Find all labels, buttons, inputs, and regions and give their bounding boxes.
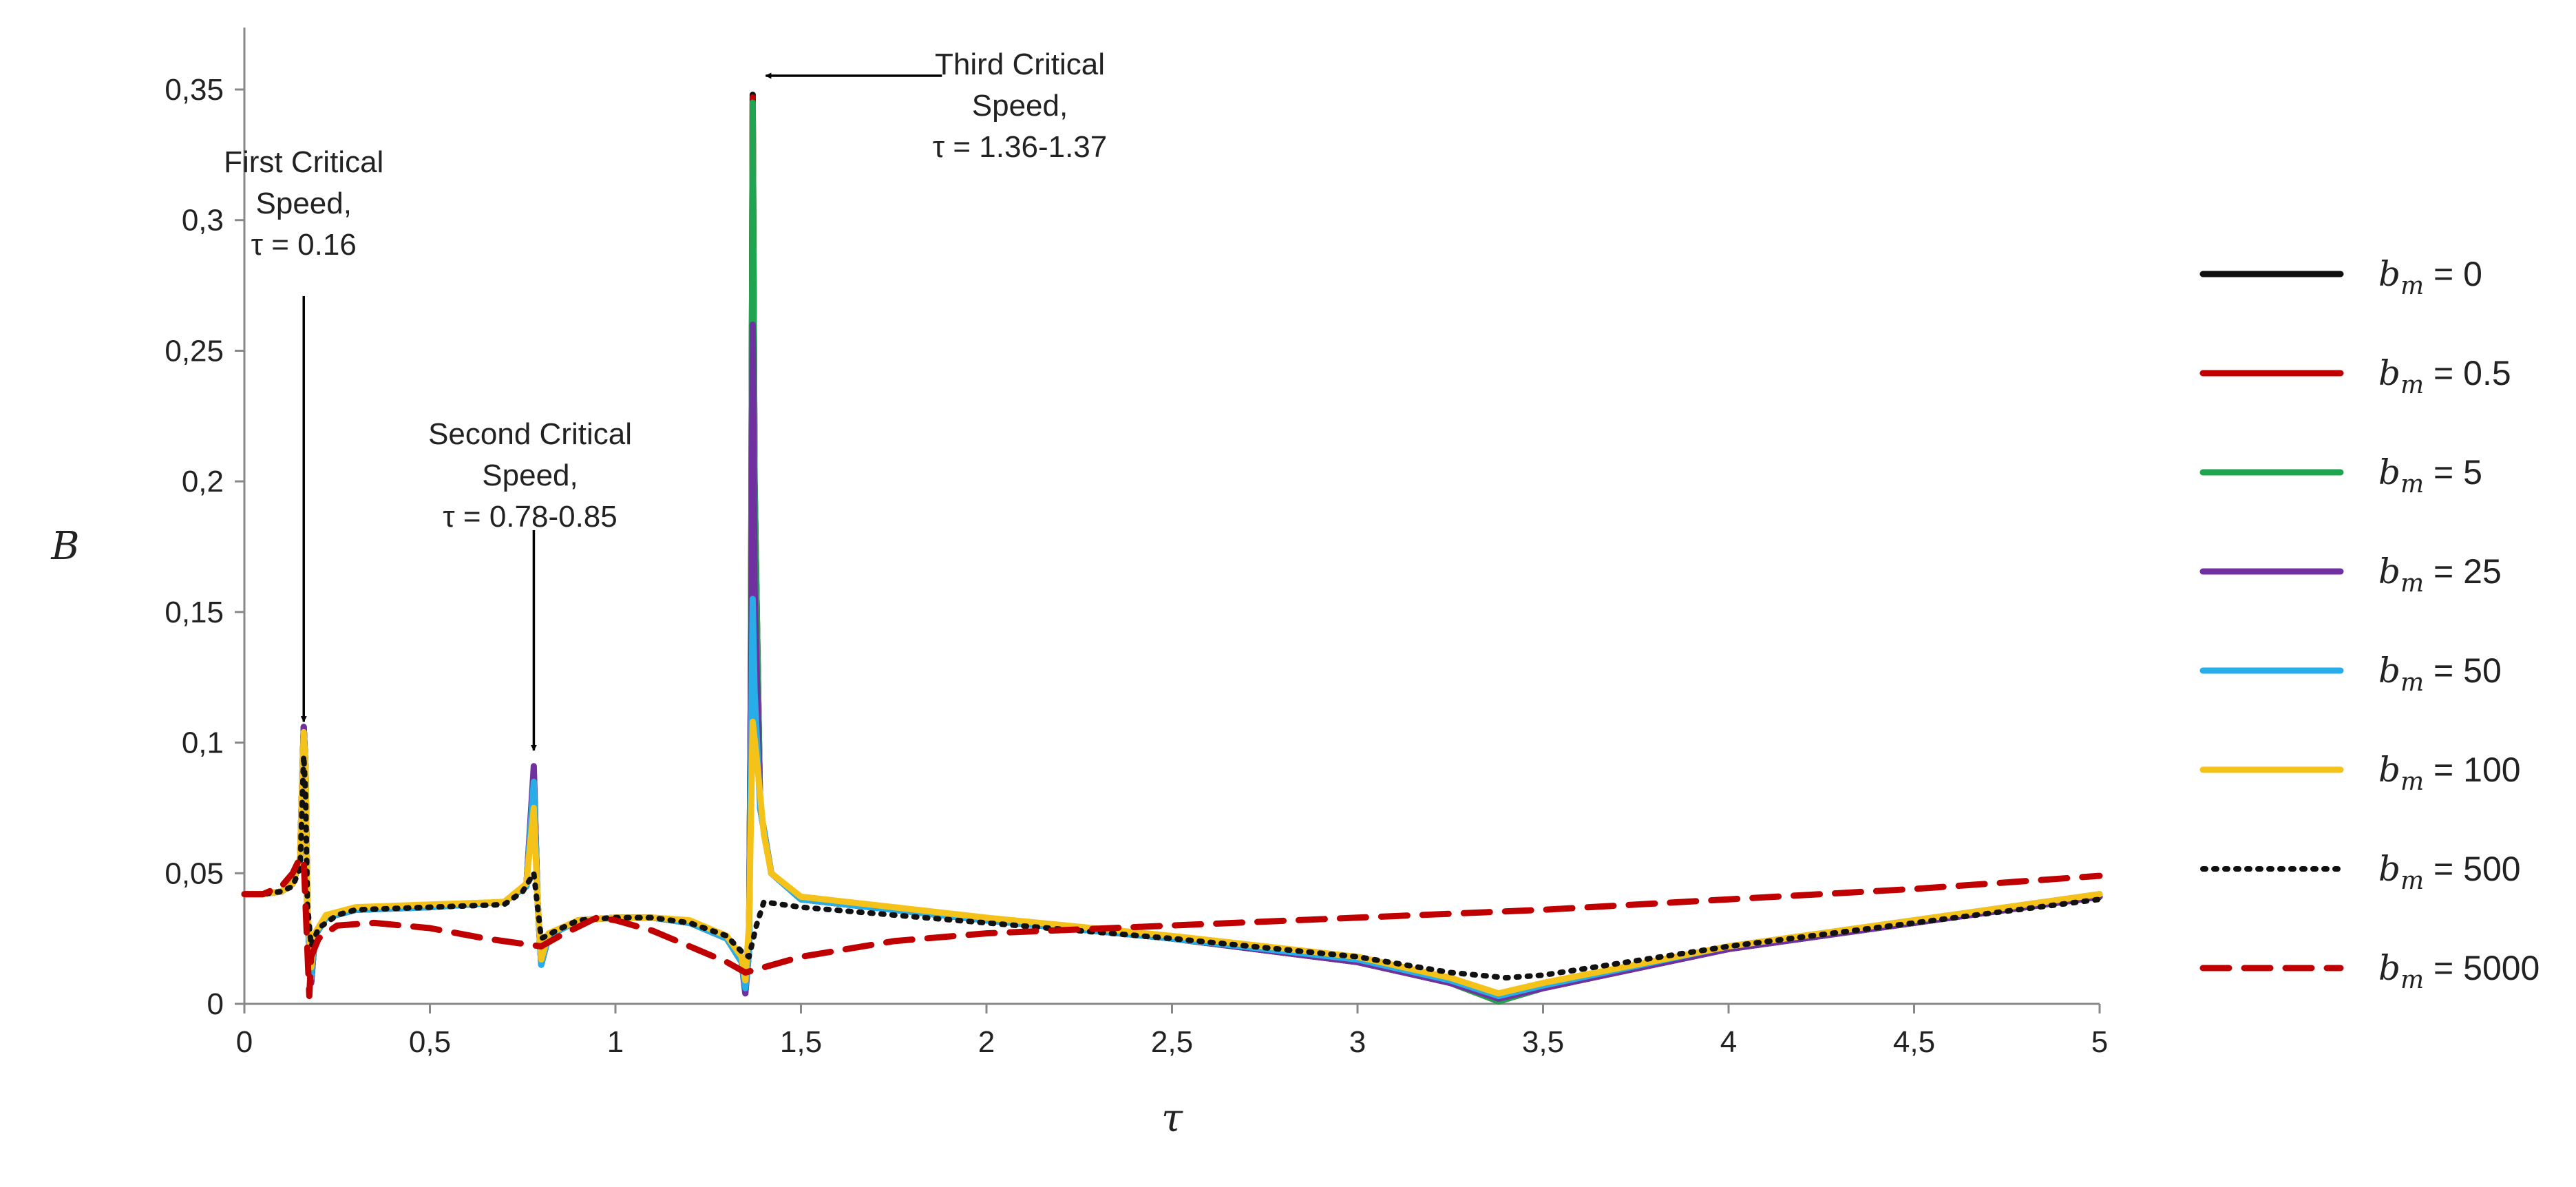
x-tick-label: 3	[1349, 1025, 1366, 1059]
annotation-text: τ = 1.36-1.37	[933, 130, 1107, 164]
annotation-text: Third Critical	[935, 48, 1105, 81]
y-tick-label: 0,3	[182, 204, 224, 238]
x-tick-label: 1	[607, 1025, 624, 1059]
series-line-2	[241, 99, 2103, 1005]
x-tick-label: 5	[2091, 1025, 2108, 1059]
annotation-text: Speed,	[972, 89, 1068, 123]
y-tick-label: 0,05	[165, 857, 224, 890]
x-tick-label: 4	[1720, 1025, 1737, 1059]
legend-label-1: bm = 0.5	[2378, 353, 2511, 399]
legend-label-3: bm = 25	[2378, 552, 2502, 598]
legend-label-2: bm = 5	[2378, 452, 2482, 498]
x-tick-label: 2,5	[1151, 1025, 1193, 1059]
annotation-text: Second Critical	[428, 417, 632, 451]
series-line-5	[241, 718, 2103, 997]
series-line-7	[241, 854, 2103, 1000]
y-tick-label: 0,1	[182, 726, 224, 760]
y-tick-label: 0,15	[165, 596, 224, 629]
legend-label-7: bm = 5000	[2378, 948, 2540, 994]
legend-label-4: bm = 50	[2378, 651, 2502, 697]
x-axis-title: τ	[1161, 1096, 1183, 1141]
y-tick-label: 0,35	[165, 73, 224, 107]
series-line-0	[241, 92, 2103, 1005]
x-tick-label: 1,5	[780, 1025, 822, 1059]
legend-label-6: bm = 500	[2378, 849, 2521, 895]
annotation-layer: First Critical Speed, τ = 0.16 Second Criti…	[224, 48, 1107, 751]
x-tick-label: 3,5	[1522, 1025, 1564, 1059]
x-tick-label: 0,5	[409, 1025, 451, 1059]
x-tick-label: 0	[236, 1025, 253, 1059]
axes: 0 0,5 1 1,5 2 2,5 3 3,5 4 4,5 5 0 0,05 0,1 0,15 0,2 0,25…	[50, 28, 2108, 1141]
y-tick-label: 0,2	[182, 465, 224, 498]
y-tick-label: 0	[207, 987, 224, 1021]
series-layer	[241, 92, 2103, 1005]
x-tick-label: 2	[978, 1025, 995, 1059]
series-line-1	[241, 94, 2103, 1005]
y-tick-label: 0,25	[165, 334, 224, 368]
legend-label-5: bm = 100	[2378, 750, 2521, 796]
series-line-6	[242, 753, 2102, 981]
y-axis-title: B	[50, 524, 79, 569]
annotation-text: τ = 0.78-0.85	[443, 500, 617, 534]
annotation-text: Speed,	[482, 459, 578, 492]
annotation-text: Speed,	[256, 187, 352, 220]
legend-label-0: bm = 0	[2378, 254, 2482, 300]
x-tick-label: 4,5	[1893, 1025, 1935, 1059]
annotation-text: First Critical	[224, 145, 383, 179]
legend: bm = 0 bm = 0.5 bm = 5 bm = 25 bm = 50 bm = 1…	[2199, 254, 2540, 994]
annotation-text: τ = 0.16	[251, 228, 357, 262]
